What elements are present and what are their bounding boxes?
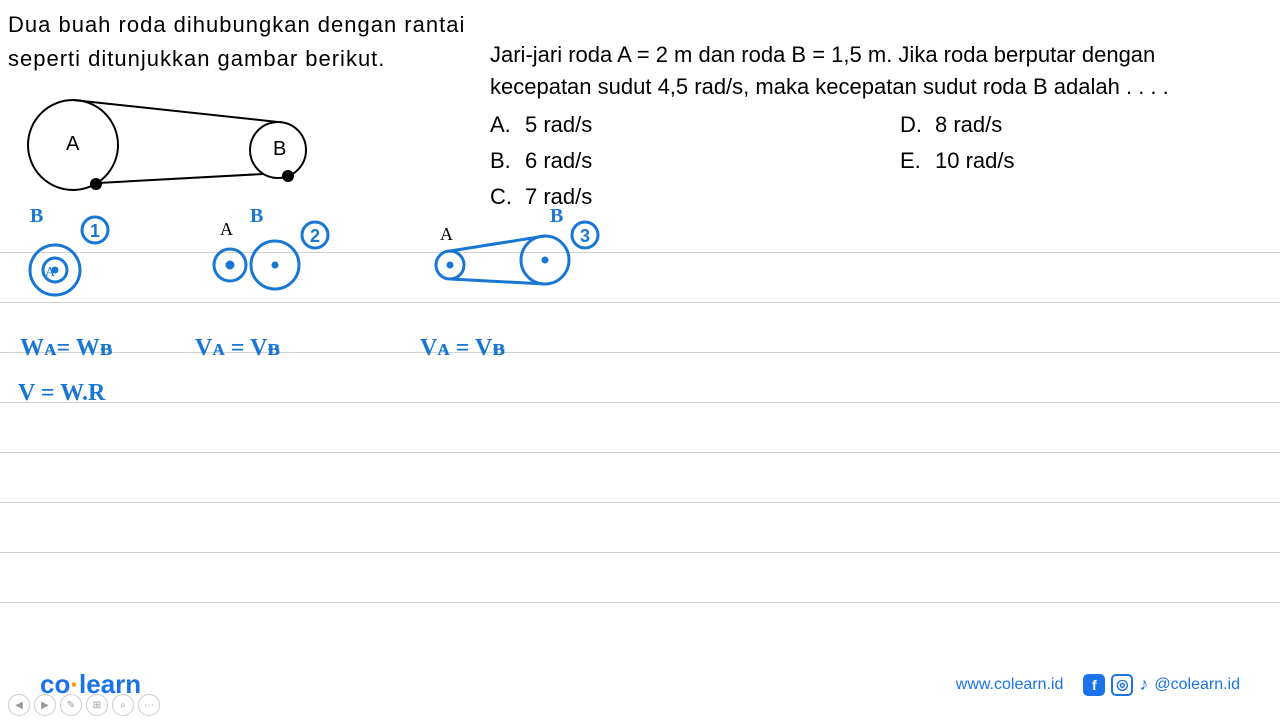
facebook-icon[interactable]: f bbox=[1083, 674, 1105, 696]
nav-prev[interactable]: ◀ bbox=[8, 694, 30, 716]
footer: co·learn www.colearn.id f ◎ ♪ @colearn.i… bbox=[0, 669, 1280, 700]
question-line3: Jari-jari roda A = 2 m dan roda B = 1,5 … bbox=[490, 42, 1155, 68]
tiktok-icon[interactable]: ♪ bbox=[1139, 674, 1148, 695]
question-line2: seperti ditunjukkan gambar berikut. bbox=[8, 46, 385, 72]
printed-diagram: A B bbox=[8, 90, 328, 210]
nav-edit[interactable]: ✎ bbox=[60, 694, 82, 716]
svg-text:A: A bbox=[220, 219, 233, 239]
handwritten-eq2: V = W.R bbox=[18, 380, 105, 407]
svg-text:A: A bbox=[45, 265, 56, 280]
option-e: E.10 rad/s bbox=[900, 148, 1015, 174]
ruled-line bbox=[0, 602, 1280, 603]
social-icons: f ◎ ♪ @colearn.id bbox=[1083, 674, 1240, 696]
website-link[interactable]: www.colearn.id bbox=[956, 676, 1064, 694]
option-d: D.8 rad/s bbox=[900, 112, 1002, 138]
svg-text:B: B bbox=[30, 205, 43, 227]
handwritten-eq3: Vᴀ = Vᴃ bbox=[195, 335, 280, 362]
svg-text:1: 1 bbox=[90, 221, 100, 241]
label-a: A bbox=[66, 133, 80, 155]
ruled-line bbox=[0, 352, 1280, 353]
nav-grid[interactable]: ⊞ bbox=[86, 694, 108, 716]
handwritten-eq4: Vᴀ = Vᴃ bbox=[420, 335, 505, 362]
svg-text:2: 2 bbox=[310, 226, 320, 246]
ruled-line bbox=[0, 402, 1280, 403]
nav-next[interactable]: ▶ bbox=[34, 694, 56, 716]
social-handle: @colearn.id bbox=[1154, 676, 1240, 694]
option-a: A.5 rad/s bbox=[490, 112, 592, 138]
instagram-icon[interactable]: ◎ bbox=[1111, 674, 1133, 696]
svg-text:B: B bbox=[250, 205, 263, 227]
option-b: B.6 rad/s bbox=[490, 148, 592, 174]
nav-controls: ◀ ▶ ✎ ⊞ ⌕ ⋯ bbox=[8, 694, 160, 716]
handwritten-sketches: 1 A B 2 A B 3 A B bbox=[0, 200, 700, 320]
question-line4: kecepatan sudut 4,5 rad/s, maka kecepata… bbox=[490, 74, 1169, 100]
nav-zoom[interactable]: ⌕ bbox=[112, 694, 134, 716]
ruled-line bbox=[0, 452, 1280, 453]
svg-text:B: B bbox=[550, 205, 563, 227]
handwritten-eq1: Wᴀ= Wᴃ bbox=[20, 335, 113, 362]
nav-more[interactable]: ⋯ bbox=[138, 694, 160, 716]
ruled-line bbox=[0, 552, 1280, 553]
label-b: B bbox=[273, 138, 286, 160]
question-line1: Dua buah roda dihubungkan dengan rantai bbox=[8, 12, 465, 38]
ruled-line bbox=[0, 502, 1280, 503]
svg-text:A: A bbox=[440, 224, 453, 244]
svg-text:3: 3 bbox=[580, 226, 590, 246]
